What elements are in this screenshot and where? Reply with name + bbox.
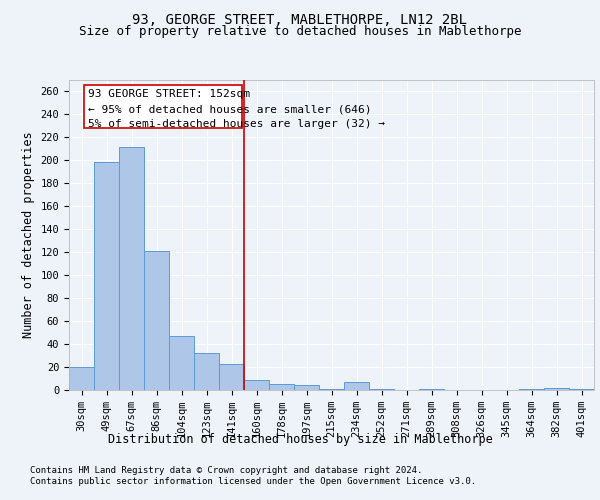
Text: Contains public sector information licensed under the Open Government Licence v3: Contains public sector information licen… — [30, 478, 476, 486]
Bar — [219, 364, 244, 390]
Text: 5% of semi-detached houses are larger (32) →: 5% of semi-detached houses are larger (3… — [88, 119, 385, 129]
Bar — [69, 367, 94, 390]
Text: Size of property relative to detached houses in Mablethorpe: Size of property relative to detached ho… — [79, 25, 521, 38]
Bar — [569, 389, 594, 390]
Text: 93 GEORGE STREET: 152sqm: 93 GEORGE STREET: 152sqm — [88, 89, 250, 99]
Bar — [119, 146, 144, 390]
Bar — [519, 389, 544, 390]
Bar — [294, 386, 319, 390]
Text: Distribution of detached houses by size in Mablethorpe: Distribution of detached houses by size … — [107, 432, 493, 446]
Bar — [194, 354, 219, 390]
Bar — [244, 380, 269, 390]
Bar — [344, 382, 369, 390]
Bar — [419, 389, 444, 390]
Text: Contains HM Land Registry data © Crown copyright and database right 2024.: Contains HM Land Registry data © Crown c… — [30, 466, 422, 475]
Bar — [544, 388, 569, 390]
Text: ← 95% of detached houses are smaller (646): ← 95% of detached houses are smaller (64… — [88, 104, 371, 114]
Bar — [319, 389, 344, 390]
FancyBboxPatch shape — [84, 84, 241, 128]
Bar — [144, 251, 169, 390]
Bar — [269, 384, 294, 390]
Text: 93, GEORGE STREET, MABLETHORPE, LN12 2BL: 93, GEORGE STREET, MABLETHORPE, LN12 2BL — [133, 12, 467, 26]
Y-axis label: Number of detached properties: Number of detached properties — [22, 132, 35, 338]
Bar — [169, 336, 194, 390]
Bar — [94, 162, 119, 390]
Bar — [369, 389, 394, 390]
